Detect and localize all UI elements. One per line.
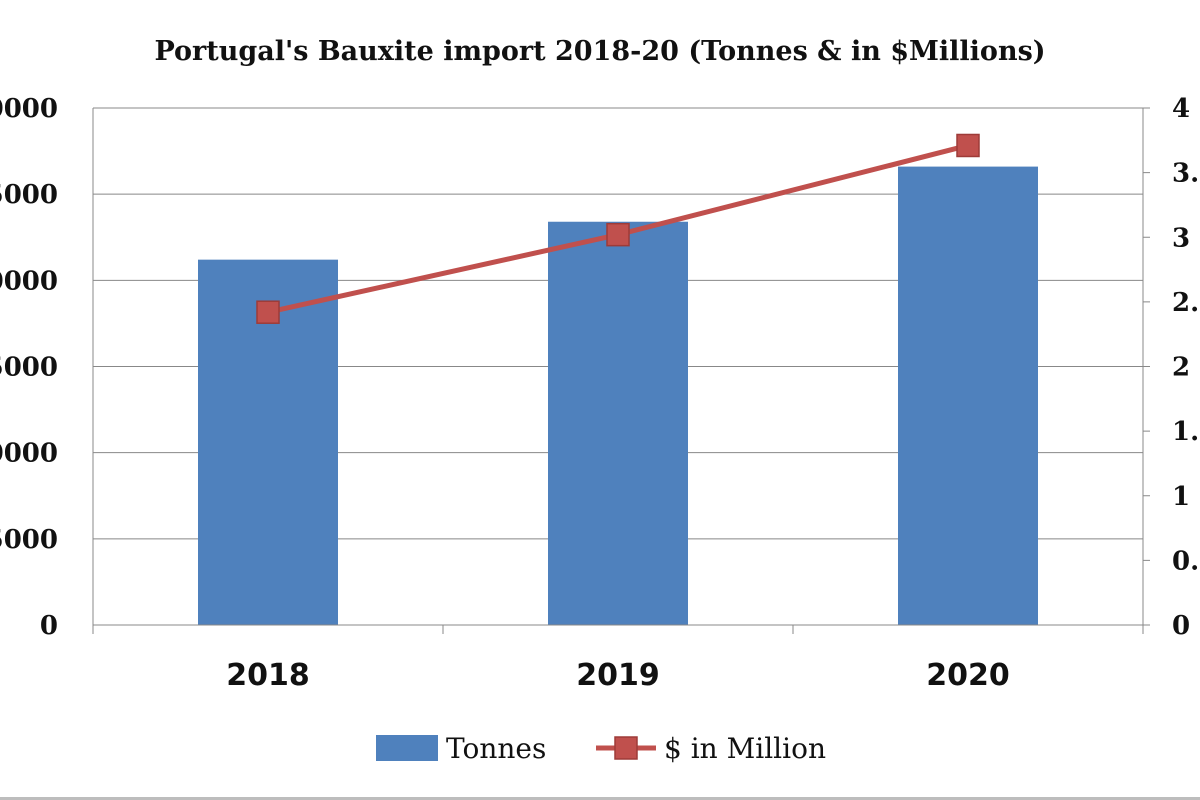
y-right-tick-label: 0.5 <box>1172 546 1200 576</box>
y-right-tick-label: 3.5 <box>1172 159 1200 189</box>
bar-2020 <box>898 166 1038 626</box>
y-right-tick-label: 4 <box>1172 94 1190 124</box>
y-right-tick-label: 2 <box>1172 353 1190 383</box>
line-marker-2018 <box>256 300 280 324</box>
x-tick-label: 2019 <box>576 658 660 693</box>
legend: Tonnes $ in Million <box>376 732 826 765</box>
y-left-tick-label: 20000 <box>0 266 58 296</box>
y-left-tick-label: 30000 <box>0 94 58 124</box>
line-usd-million <box>256 133 980 324</box>
y-left-tick-label: 15000 <box>0 353 58 383</box>
bar-2019 <box>548 221 688 626</box>
y-right-tick-label: 1.5 <box>1172 417 1200 447</box>
legend-label-usd-million: $ in Million <box>664 732 826 765</box>
y-right-tick-label: 1 <box>1172 482 1190 512</box>
y-left-tick-label: 25000 <box>0 180 58 210</box>
bars-tonnes <box>198 166 1038 626</box>
y-left-tick-label: 5000 <box>0 525 58 555</box>
chart-title: Portugal's Bauxite import 2018-20 (Tonne… <box>154 36 1045 67</box>
line-marker-2020 <box>956 133 980 158</box>
legend-swatch-marker <box>614 736 638 760</box>
x-tick-label: 2018 <box>226 658 310 693</box>
line-marker-2019 <box>606 222 630 247</box>
legend-label-tonnes: Tonnes <box>446 732 546 765</box>
y-right-tick-label: 2.5 <box>1172 288 1200 318</box>
legend-swatch-tonnes <box>376 735 438 761</box>
y-left-tick-label: 10000 <box>0 439 58 469</box>
x-tick-label: 2020 <box>926 658 1010 693</box>
y-right-tick-label: 3 <box>1172 223 1190 253</box>
axes: 0 5000 10000 15000 20000 25000 30000 0 0.5 1 1.5 2 2… <box>0 94 1200 693</box>
y-right-tick-label: 0 <box>1172 611 1190 641</box>
y-left-tick-label: 0 <box>40 611 58 641</box>
